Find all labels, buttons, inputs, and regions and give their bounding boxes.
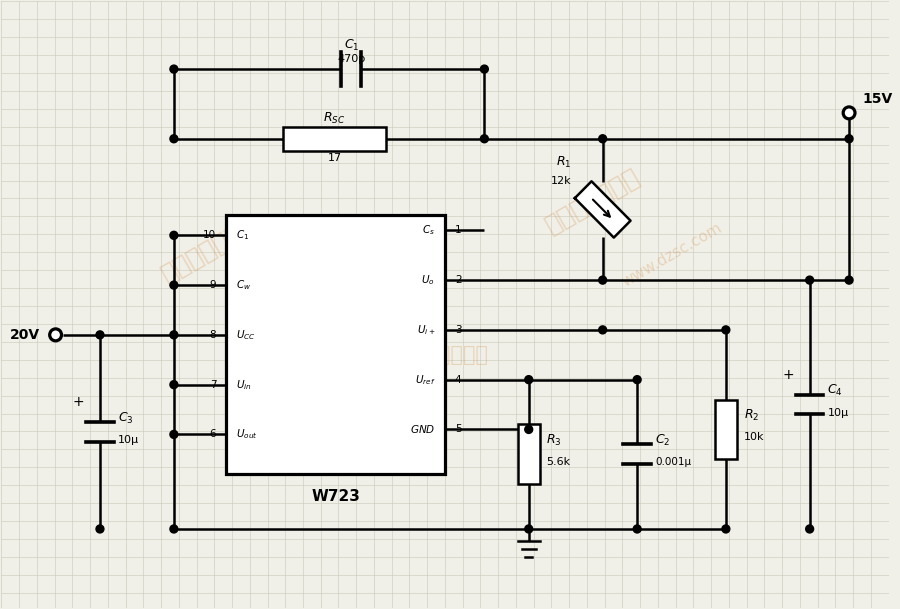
- Circle shape: [525, 525, 533, 533]
- Circle shape: [525, 376, 533, 384]
- Circle shape: [170, 431, 178, 438]
- Text: 10: 10: [203, 230, 216, 241]
- Circle shape: [170, 231, 178, 239]
- Circle shape: [170, 381, 178, 389]
- Text: 维库电子市场网: 维库电子市场网: [157, 214, 260, 287]
- Circle shape: [845, 135, 853, 143]
- Text: +: +: [73, 395, 84, 409]
- Text: $R_{SC}$: $R_{SC}$: [323, 111, 346, 127]
- Text: 5: 5: [454, 424, 462, 434]
- Circle shape: [96, 525, 104, 533]
- Bar: [715, 400, 737, 459]
- Text: $C_4$: $C_4$: [827, 383, 843, 398]
- Text: $C_w$: $C_w$: [236, 278, 251, 292]
- Text: 10k: 10k: [743, 432, 764, 442]
- Circle shape: [96, 331, 104, 339]
- Text: $C_2$: $C_2$: [655, 433, 670, 448]
- Text: 17: 17: [328, 153, 342, 163]
- Text: $U_{out}$: $U_{out}$: [236, 428, 257, 442]
- Text: 15V: 15V: [863, 92, 893, 106]
- Circle shape: [50, 329, 61, 341]
- Text: $U_{CC}$: $U_{CC}$: [236, 328, 256, 342]
- Circle shape: [806, 276, 814, 284]
- Circle shape: [843, 107, 855, 119]
- Text: $C_s$: $C_s$: [422, 224, 435, 238]
- Text: 维库电子市场网: 维库电子市场网: [541, 164, 644, 237]
- Circle shape: [170, 281, 178, 289]
- Circle shape: [722, 326, 730, 334]
- Text: $C_1$: $C_1$: [344, 38, 359, 53]
- Circle shape: [806, 525, 814, 533]
- Text: 4: 4: [454, 375, 462, 385]
- Polygon shape: [575, 181, 631, 238]
- Circle shape: [170, 525, 178, 533]
- Text: 6: 6: [210, 429, 216, 440]
- Text: 20V: 20V: [10, 328, 40, 342]
- Bar: [226, 216, 445, 474]
- Text: 7: 7: [210, 379, 216, 390]
- Text: $U_{in}$: $U_{in}$: [236, 378, 252, 392]
- Text: 470p: 470p: [338, 54, 365, 64]
- Text: +: +: [782, 368, 794, 382]
- Text: 10μ: 10μ: [827, 407, 849, 418]
- Text: 10μ: 10μ: [118, 435, 139, 445]
- Bar: [518, 424, 540, 484]
- Circle shape: [634, 376, 641, 384]
- Text: 8: 8: [210, 330, 216, 340]
- Text: $R_2$: $R_2$: [743, 408, 759, 423]
- Circle shape: [170, 65, 178, 73]
- Circle shape: [598, 276, 607, 284]
- Circle shape: [845, 276, 853, 284]
- Text: $U_{ref}$: $U_{ref}$: [415, 373, 435, 387]
- Circle shape: [722, 525, 730, 533]
- Text: 12k: 12k: [551, 175, 572, 186]
- Text: www.dzsc.com: www.dzsc.com: [245, 266, 350, 335]
- Text: $C_1$: $C_1$: [236, 228, 249, 242]
- Text: 杭州将睷科技有限公司: 杭州将睷科技有限公司: [363, 345, 488, 365]
- Circle shape: [525, 426, 533, 434]
- Text: 1: 1: [454, 225, 462, 235]
- Text: $C_3$: $C_3$: [118, 410, 133, 426]
- Circle shape: [170, 135, 178, 143]
- Text: W723: W723: [311, 488, 360, 504]
- Circle shape: [481, 65, 489, 73]
- Text: 3: 3: [454, 325, 462, 335]
- Text: 2: 2: [454, 275, 462, 285]
- Text: www.dzsc.com: www.dzsc.com: [619, 220, 724, 290]
- Bar: [284, 127, 386, 150]
- Text: $R_1$: $R_1$: [555, 155, 572, 170]
- Text: 9: 9: [210, 280, 216, 290]
- Text: 0.001μ: 0.001μ: [655, 457, 691, 467]
- Text: $GND$: $GND$: [410, 423, 435, 435]
- Text: $U_o$: $U_o$: [421, 273, 435, 287]
- Text: $U_{i+}$: $U_{i+}$: [417, 323, 435, 337]
- Text: 5.6k: 5.6k: [546, 457, 571, 467]
- Circle shape: [170, 331, 178, 339]
- Circle shape: [634, 525, 641, 533]
- Circle shape: [481, 135, 489, 143]
- Text: $R_3$: $R_3$: [546, 433, 562, 448]
- Circle shape: [598, 326, 607, 334]
- Circle shape: [598, 135, 607, 143]
